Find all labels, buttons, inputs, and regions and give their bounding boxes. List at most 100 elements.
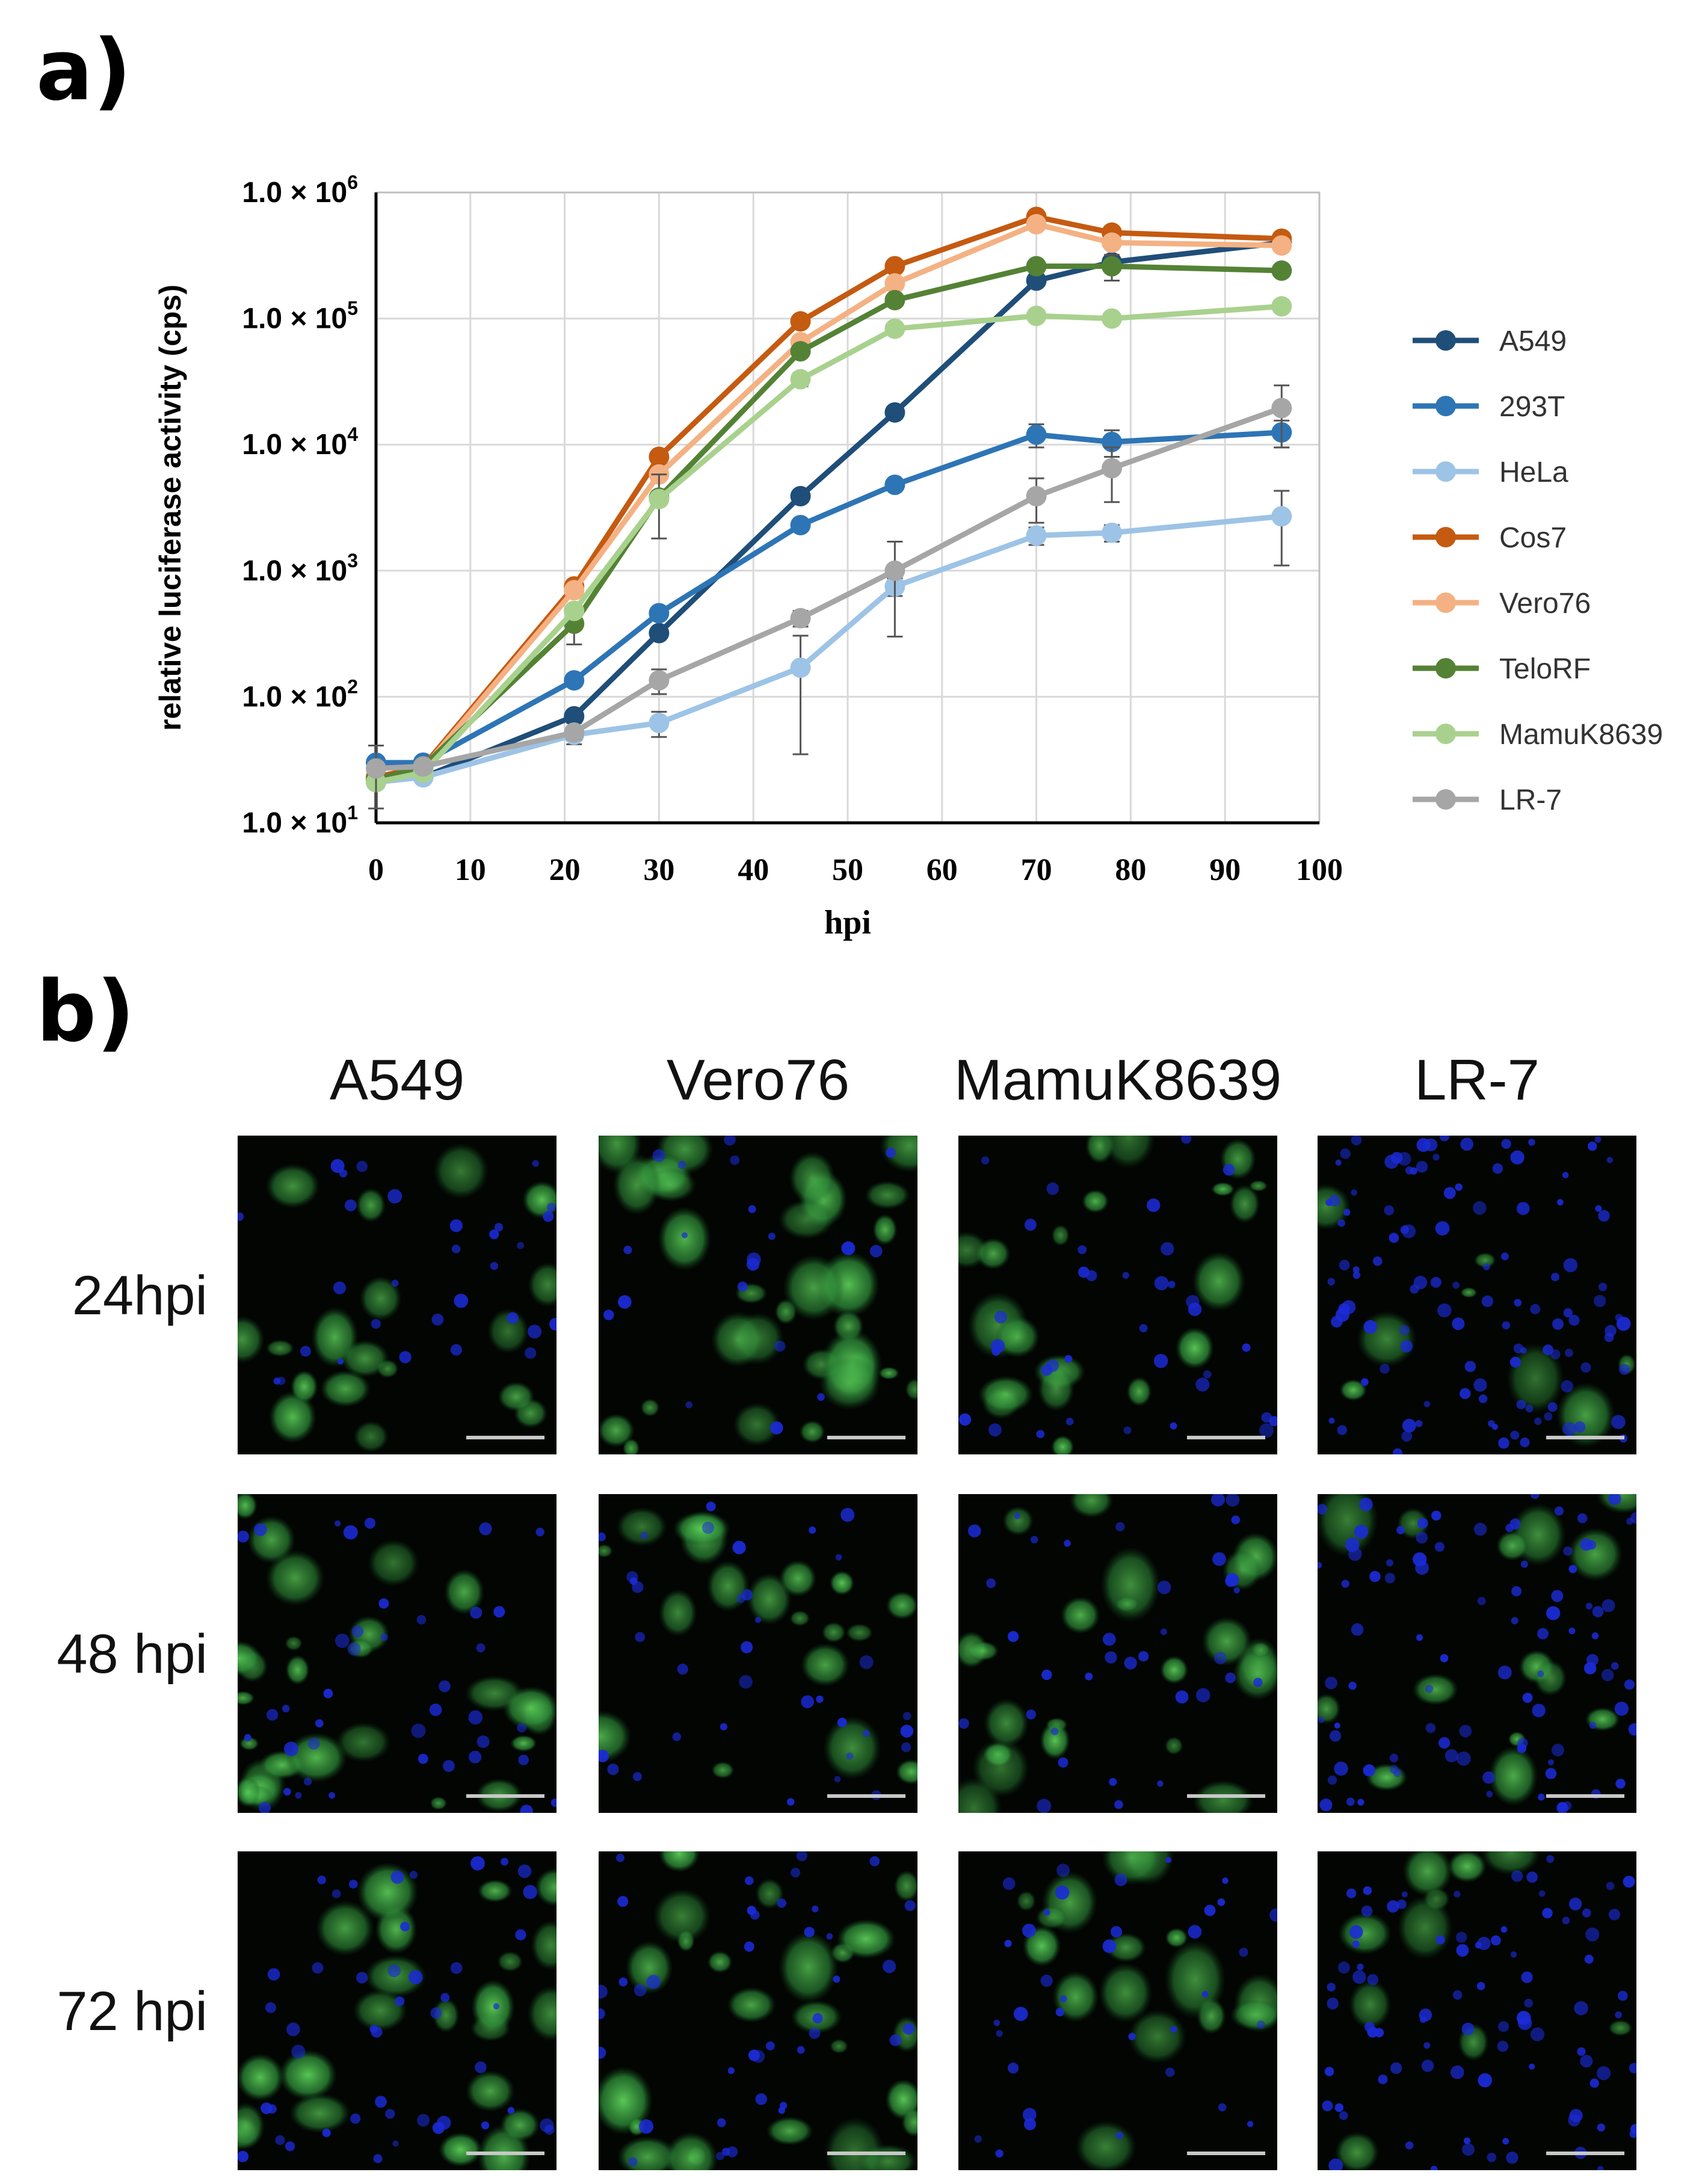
green-cell [755, 1878, 784, 1909]
blue-nucleus [1623, 1875, 1635, 1888]
legend-marker [1435, 396, 1456, 416]
blue-nucleus [1188, 1925, 1202, 1939]
green-cell [1211, 1182, 1235, 1196]
blue-nucleus [1554, 1506, 1564, 1516]
data-point [884, 273, 905, 294]
blue-nucleus [1004, 1940, 1012, 1948]
blue-nucleus [1611, 1662, 1619, 1670]
blue-nucleus [1538, 1793, 1545, 1801]
data-point [649, 446, 670, 467]
blue-nucleus [1524, 1998, 1534, 2008]
green-cell [625, 1940, 673, 1995]
blue-nucleus [1529, 2063, 1535, 2070]
green-cell [819, 1356, 881, 1410]
green-cell [368, 1539, 419, 1587]
blue-nucleus [1500, 1252, 1509, 1261]
green-cell [265, 1163, 320, 1209]
series-layer [366, 206, 1292, 810]
blue-nucleus [1443, 1187, 1456, 1199]
blue-nucleus [1327, 1983, 1336, 1992]
green-cell [1128, 2009, 1187, 2064]
data-point [1271, 235, 1292, 256]
green-cell [1481, 1851, 1541, 1875]
legend-entry: HeLa [1413, 457, 1568, 488]
blue-nucleus [1608, 1909, 1620, 1921]
blue-nucleus [1085, 1672, 1093, 1681]
legend-marker [1435, 461, 1456, 482]
data-point [366, 758, 386, 779]
green-cell [895, 1759, 917, 1785]
data-point [790, 514, 811, 535]
blue-nucleus [1511, 1617, 1518, 1625]
blue-nucleus [1157, 1580, 1171, 1595]
blue-nucleus [1423, 2042, 1431, 2049]
blue-nucleus [1225, 1573, 1239, 1587]
data-point [1026, 485, 1047, 506]
blue-nucleus [1242, 1343, 1251, 1352]
green-cell [1496, 1531, 1529, 1561]
blue-nucleus [1425, 1685, 1434, 1693]
legend-label: TeloRF [1499, 653, 1591, 685]
blue-nucleus [1327, 1998, 1339, 2010]
legend-entry: LR-7 [1413, 784, 1562, 816]
blue-nucleus [540, 2118, 554, 2133]
blue-nucleus [685, 1401, 692, 1409]
blue-nucleus [391, 1279, 399, 1287]
blue-nucleus [1456, 1944, 1469, 1957]
blue-nucleus [1457, 1752, 1471, 1766]
blue-nucleus [744, 1941, 754, 1952]
green-cell [673, 1511, 730, 1546]
blue-nucleus [1415, 1561, 1429, 1575]
blue-nucleus [599, 1749, 609, 1762]
blue-nucleus [1188, 1302, 1202, 1317]
x-tick-label: 80 [1115, 853, 1146, 887]
blue-nucleus [902, 1712, 911, 1720]
legend-marker [1435, 789, 1456, 810]
blue-nucleus [1551, 1590, 1564, 1602]
data-point [649, 623, 670, 644]
blue-nucleus [343, 1525, 358, 1540]
blue-nucleus [727, 2067, 735, 2075]
blue-nucleus [1477, 1596, 1486, 1605]
blue-nucleus [672, 1732, 682, 1741]
blue-nucleus [518, 1755, 529, 1765]
blue-nucleus [1405, 2141, 1414, 2150]
green-cell [465, 2070, 515, 2112]
green-cell [599, 1710, 632, 1763]
blue-nucleus [1537, 1628, 1549, 1640]
blue-nucleus [317, 1875, 327, 1884]
micrograph-cells [1318, 1494, 1636, 1813]
y-tick-labels: 1.0 × 101 1.0 × 102 1.0 × 103 1.0 × 104 1.0 … [242, 171, 358, 839]
green-cell [1251, 1641, 1271, 1658]
data-point [1026, 424, 1047, 445]
blue-nucleus [1452, 1317, 1465, 1330]
blue-nucleus [986, 1578, 996, 1589]
blue-nucleus [390, 1870, 404, 1884]
blue-nucleus [1584, 1954, 1594, 1964]
blue-nucleus [1325, 1676, 1338, 1690]
blue-nucleus [1486, 1791, 1493, 1798]
green-cell [766, 2116, 813, 2146]
blue-nucleus [1115, 2132, 1124, 2139]
blue-nucleus [1161, 1241, 1174, 1256]
blue-nucleus [833, 1975, 840, 1983]
blue-nucleus [1498, 1437, 1509, 1449]
blue-nucleus [1396, 1525, 1405, 1534]
green-cell [1474, 1252, 1496, 1269]
blue-nucleus [1253, 1678, 1263, 1687]
blue-nucleus [1599, 1282, 1608, 1291]
blue-nucleus [988, 1423, 1002, 1437]
green-cell [247, 1515, 296, 1564]
y-tick-label: 1.0 × 102 [242, 675, 358, 713]
blue-nucleus [1335, 1308, 1349, 1322]
green-cell [966, 1641, 999, 1661]
x-tick-label: 40 [738, 853, 769, 887]
blue-nucleus [994, 1311, 1007, 1324]
blue-nucleus [1390, 2062, 1402, 2075]
blue-nucleus [267, 1709, 279, 1721]
blue-nucleus [493, 2003, 500, 2010]
green-cell [239, 1736, 259, 1751]
micrograph-tile [238, 1851, 557, 2170]
green-cell [901, 2107, 917, 2137]
blue-nucleus [1562, 1422, 1577, 1436]
